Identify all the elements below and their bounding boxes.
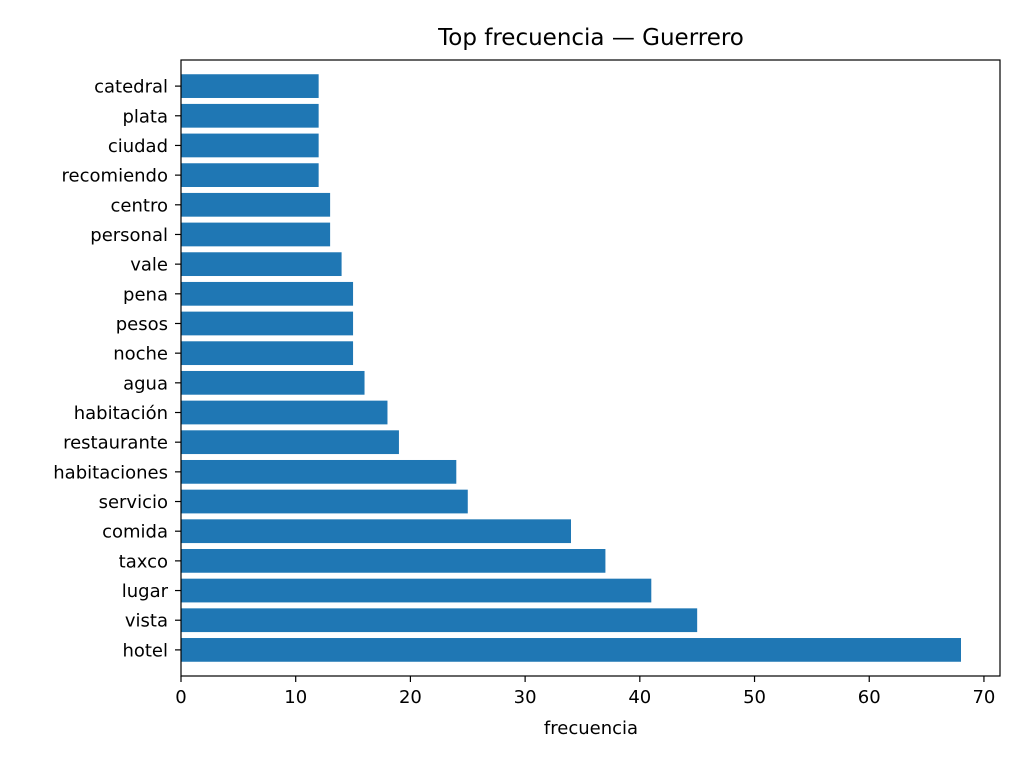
bar-17	[181, 133, 319, 158]
bar-15	[181, 192, 331, 217]
y-tick-label: plata	[122, 106, 168, 127]
bar-13	[181, 252, 342, 277]
plot-frame	[180, 59, 1001, 677]
bar-5	[181, 489, 468, 514]
x-tick-label: 20	[399, 687, 422, 708]
y-tick-label: agua	[123, 373, 168, 394]
y-tick-label: personal	[90, 225, 168, 246]
bar-8	[181, 400, 388, 425]
y-tick-label: noche	[113, 344, 168, 365]
bars-group	[181, 74, 961, 662]
bar-16	[181, 163, 319, 187]
y-tick-label: hotel	[122, 640, 168, 661]
y-tick-label: vista	[125, 611, 168, 632]
y-tick-label: vale	[130, 255, 168, 276]
bar-12	[181, 281, 354, 306]
x-axis-ticks: 0 10 20 30 40 50 60 70	[175, 676, 995, 708]
x-tick-label: 70	[972, 687, 995, 708]
bar-2	[181, 578, 652, 603]
y-tick-label: centro	[111, 195, 168, 216]
y-tick-label: recomiendo	[62, 166, 168, 187]
x-tick-label: 0	[175, 687, 186, 708]
bar-9	[181, 370, 365, 395]
bar-4	[181, 519, 571, 544]
bar-11	[181, 311, 354, 336]
y-tick-label: taxco	[119, 551, 168, 572]
x-tick-label: 30	[514, 687, 537, 708]
bar-14	[181, 222, 331, 247]
y-tick-label: restaurante	[63, 433, 168, 454]
y-tick-label: comida	[102, 522, 168, 543]
y-tick-label: pena	[123, 284, 168, 305]
y-tick-label: servicio	[99, 492, 168, 513]
x-tick-label: 40	[628, 687, 651, 708]
bar-19	[181, 74, 319, 98]
bar-18	[181, 103, 319, 128]
y-tick-label: ciudad	[108, 136, 168, 157]
x-tick-label: 10	[284, 687, 307, 708]
x-tick-label: 60	[858, 687, 881, 708]
y-tick-label: habitación	[74, 403, 168, 424]
y-axis-ticks: hotel vista lugar taxco comida servicio habita…	[53, 77, 181, 661]
bar-10	[181, 341, 354, 366]
bar-3	[181, 549, 606, 573]
bar-7	[181, 430, 399, 455]
y-tick-label: habitaciones	[53, 462, 168, 483]
y-tick-label: pesos	[116, 314, 168, 335]
x-axis-label: frecuencia	[544, 718, 638, 739]
y-tick-label: catedral	[94, 77, 168, 98]
bar-0	[181, 638, 961, 662]
bar-1	[181, 608, 698, 633]
x-tick-label: 50	[743, 687, 766, 708]
chart-title: Top frecuencia — Guerrero	[437, 25, 744, 51]
y-tick-label: lugar	[122, 581, 169, 602]
bar-6	[181, 459, 457, 484]
